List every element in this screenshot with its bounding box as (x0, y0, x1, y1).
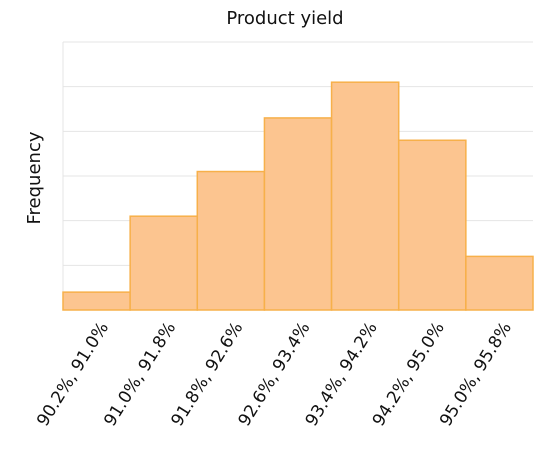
bar (397, 139, 467, 311)
bar (263, 117, 333, 311)
x-tick-label: 93.4%, 94.2% (302, 319, 382, 430)
x-tick-label: 95.0%, 95.8% (436, 319, 516, 430)
x-tick-label: 91.8%, 92.6% (167, 319, 247, 430)
x-tick-label: 91.0%, 91.8% (100, 319, 180, 430)
bar (330, 81, 400, 311)
y-axis-label: Frequency (24, 131, 45, 224)
bar (196, 170, 266, 311)
bar (62, 291, 131, 311)
chart-title: Product yield (226, 8, 343, 29)
x-tick-label: 92.6%, 93.4% (235, 319, 315, 430)
x-tick-label: 90.2%, 91.0% (33, 319, 113, 430)
x-tick-label: 94.2%, 95.0% (369, 319, 449, 430)
bar (129, 215, 199, 311)
bar (465, 255, 534, 311)
